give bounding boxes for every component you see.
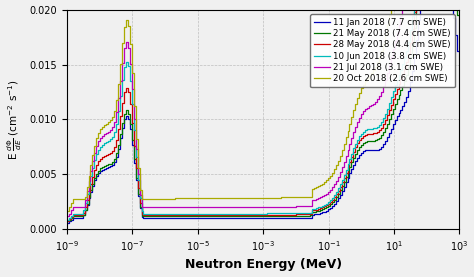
20 Oct 2018 (2.6 cm SWE)	[89, 164, 94, 167]
Line: 28 May 2018 (4.4 cm SWE): 28 May 2018 (4.4 cm SWE)	[68, 0, 458, 221]
11 Jan 2018 (7.7 cm SWE)	[137, 207, 143, 210]
20 Oct 2018 (2.6 cm SWE)	[169, 197, 175, 200]
10 Jun 2018 (3.8 cm SWE)	[65, 219, 71, 222]
20 Oct 2018 (2.6 cm SWE)	[137, 189, 143, 192]
11 Jan 2018 (7.7 cm SWE)	[65, 221, 71, 224]
11 Jan 2018 (7.7 cm SWE)	[81, 214, 86, 217]
28 May 2018 (4.4 cm SWE)	[137, 201, 143, 205]
Line: 21 May 2018 (7.4 cm SWE): 21 May 2018 (7.4 cm SWE)	[68, 0, 458, 221]
20 Oct 2018 (2.6 cm SWE)	[65, 209, 71, 212]
Line: 10 Jun 2018 (3.8 cm SWE): 10 Jun 2018 (3.8 cm SWE)	[68, 0, 458, 220]
21 May 2018 (7.4 cm SWE)	[65, 220, 71, 223]
Y-axis label: E $\frac{d\Phi}{dE}$ (cm$^{-2}$ s$^{-1}$): E $\frac{d\Phi}{dE}$ (cm$^{-2}$ s$^{-1}$…	[6, 79, 24, 160]
28 May 2018 (4.4 cm SWE)	[65, 219, 71, 222]
21 Jul 2018 (3.1 cm SWE)	[81, 206, 86, 209]
10 Jun 2018 (3.8 cm SWE)	[89, 175, 94, 178]
28 May 2018 (4.4 cm SWE)	[169, 213, 175, 217]
21 May 2018 (7.4 cm SWE)	[456, 14, 461, 17]
28 May 2018 (4.4 cm SWE)	[81, 211, 86, 214]
21 Jul 2018 (3.1 cm SWE)	[65, 214, 71, 218]
21 May 2018 (7.4 cm SWE)	[169, 214, 175, 218]
21 Jul 2018 (3.1 cm SWE)	[89, 169, 94, 173]
11 Jan 2018 (7.7 cm SWE)	[169, 217, 175, 220]
10 Jun 2018 (3.8 cm SWE)	[169, 212, 175, 216]
X-axis label: Neutron Energy (MeV): Neutron Energy (MeV)	[184, 258, 342, 271]
11 Jan 2018 (7.7 cm SWE)	[456, 49, 461, 52]
10 Jun 2018 (3.8 cm SWE)	[81, 208, 86, 211]
21 May 2018 (7.4 cm SWE)	[89, 189, 94, 192]
Legend: 11 Jan 2018 (7.7 cm SWE), 21 May 2018 (7.4 cm SWE), 28 May 2018 (4.4 cm SWE), 10: 11 Jan 2018 (7.7 cm SWE), 21 May 2018 (7…	[310, 14, 455, 87]
21 Jul 2018 (3.1 cm SWE)	[137, 193, 143, 196]
11 Jan 2018 (7.7 cm SWE)	[89, 190, 94, 194]
10 Jun 2018 (3.8 cm SWE)	[137, 197, 143, 200]
20 Oct 2018 (2.6 cm SWE)	[81, 197, 86, 200]
Line: 21 Jul 2018 (3.1 cm SWE): 21 Jul 2018 (3.1 cm SWE)	[68, 0, 458, 216]
21 Jul 2018 (3.1 cm SWE)	[169, 206, 175, 209]
Line: 11 Jan 2018 (7.7 cm SWE): 11 Jan 2018 (7.7 cm SWE)	[68, 0, 458, 223]
21 May 2018 (7.4 cm SWE)	[137, 206, 143, 209]
28 May 2018 (4.4 cm SWE)	[89, 183, 94, 186]
Line: 20 Oct 2018 (2.6 cm SWE): 20 Oct 2018 (2.6 cm SWE)	[68, 0, 458, 211]
21 May 2018 (7.4 cm SWE)	[81, 213, 86, 217]
